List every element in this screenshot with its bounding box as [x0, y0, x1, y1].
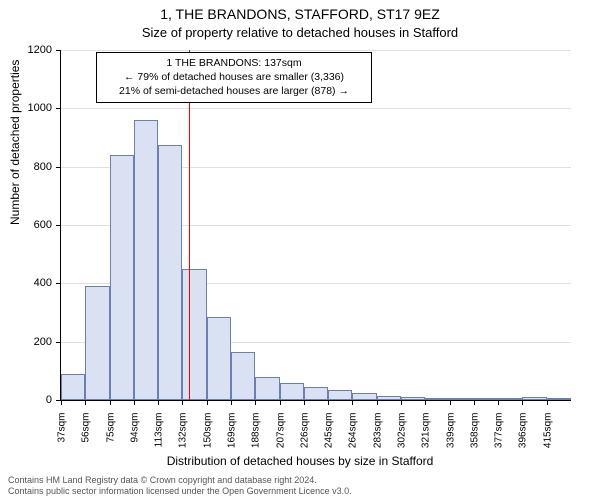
histogram-bar: [134, 120, 158, 400]
xtick-label: 150sqm: [202, 413, 213, 463]
annotation-line1: 1 THE BRANDONS: 137sqm: [103, 56, 365, 70]
ytick-mark: [56, 167, 61, 168]
histogram-bar: [328, 390, 352, 400]
histogram-bar: [110, 155, 134, 400]
histogram-bar: [255, 377, 279, 400]
xtick-mark: [255, 400, 256, 405]
xtick-label: 188sqm: [251, 413, 262, 463]
ytick-label: 1000: [0, 102, 52, 114]
ytick-label: 200: [0, 336, 52, 348]
xtick-label: 302sqm: [397, 413, 408, 463]
gridline: [61, 50, 571, 51]
chart-area: 1 THE BRANDONS: 137sqm ← 79% of detached…: [60, 50, 570, 400]
xtick-mark: [328, 400, 329, 405]
histogram-bar: [280, 383, 304, 401]
xtick-label: 56sqm: [81, 413, 92, 463]
xtick-label: 396sqm: [518, 413, 529, 463]
xtick-mark: [85, 400, 86, 405]
ytick-mark: [56, 342, 61, 343]
xtick-label: 283sqm: [372, 413, 383, 463]
xtick-label: 377sqm: [494, 413, 505, 463]
xtick-mark: [522, 400, 523, 405]
ytick-label: 600: [0, 219, 52, 231]
histogram-bar: [85, 286, 109, 400]
xtick-label: 415sqm: [542, 413, 553, 463]
title-main: 1, THE BRANDONS, STAFFORD, ST17 9EZ: [0, 6, 600, 22]
histogram-bar: [158, 145, 182, 400]
xtick-mark: [474, 400, 475, 405]
xtick-label: 169sqm: [227, 413, 238, 463]
xtick-mark: [110, 400, 111, 405]
xtick-label: 94sqm: [129, 413, 140, 463]
xtick-mark: [425, 400, 426, 405]
xtick-label: 339sqm: [445, 413, 456, 463]
ytick-mark: [56, 108, 61, 109]
histogram-bar: [474, 398, 498, 400]
xtick-label: 245sqm: [324, 413, 335, 463]
xtick-mark: [304, 400, 305, 405]
histogram-bar: [425, 398, 449, 400]
xtick-mark: [134, 400, 135, 405]
ytick-label: 0: [0, 394, 52, 406]
xtick-mark: [401, 400, 402, 405]
ytick-label: 400: [0, 277, 52, 289]
footer-credits: Contains HM Land Registry data © Crown c…: [8, 475, 352, 498]
xtick-mark: [280, 400, 281, 405]
xtick-label: 358sqm: [469, 413, 480, 463]
xtick-mark: [207, 400, 208, 405]
xtick-mark: [61, 400, 62, 405]
xtick-label: 113sqm: [154, 413, 165, 463]
gridline: [61, 108, 571, 109]
ytick-mark: [56, 283, 61, 284]
histogram-bar: [522, 397, 546, 400]
annotation-box: 1 THE BRANDONS: 137sqm ← 79% of detached…: [96, 52, 372, 103]
title-sub: Size of property relative to detached ho…: [0, 25, 600, 40]
footer-line2: Contains public sector information licen…: [8, 486, 352, 497]
ytick-mark: [56, 225, 61, 226]
ytick-label: 1200: [0, 44, 52, 56]
xtick-mark: [182, 400, 183, 405]
histogram-bar: [61, 374, 85, 400]
xtick-mark: [352, 400, 353, 405]
ytick-mark: [56, 50, 61, 51]
ytick-label: 800: [0, 161, 52, 173]
xtick-mark: [450, 400, 451, 405]
footer-line1: Contains HM Land Registry data © Crown c…: [8, 475, 352, 486]
plot-region: [60, 50, 571, 401]
histogram-bar: [401, 397, 425, 400]
histogram-bar: [182, 269, 206, 400]
xtick-label: 37sqm: [57, 413, 68, 463]
xtick-mark: [158, 400, 159, 405]
histogram-bar: [352, 393, 376, 400]
histogram-bar: [450, 398, 474, 400]
histogram-bar: [377, 396, 401, 400]
xtick-label: 207sqm: [275, 413, 286, 463]
xtick-mark: [498, 400, 499, 405]
xtick-label: 226sqm: [299, 413, 310, 463]
annotation-line2: ← 79% of detached houses are smaller (3,…: [103, 70, 365, 84]
y-axis-label: Number of detached properties: [8, 60, 22, 225]
xtick-label: 264sqm: [348, 413, 359, 463]
histogram-bar: [304, 387, 328, 400]
xtick-mark: [547, 400, 548, 405]
histogram-bar: [547, 398, 571, 400]
chart-container: 1, THE BRANDONS, STAFFORD, ST17 9EZ Size…: [0, 0, 600, 500]
histogram-bar: [207, 317, 231, 400]
xtick-mark: [231, 400, 232, 405]
xtick-mark: [377, 400, 378, 405]
histogram-bar: [498, 398, 522, 400]
xtick-label: 132sqm: [178, 413, 189, 463]
annotation-line3: 21% of semi-detached houses are larger (…: [103, 84, 365, 98]
histogram-bar: [231, 352, 255, 400]
xtick-label: 321sqm: [421, 413, 432, 463]
xtick-label: 75sqm: [105, 413, 116, 463]
